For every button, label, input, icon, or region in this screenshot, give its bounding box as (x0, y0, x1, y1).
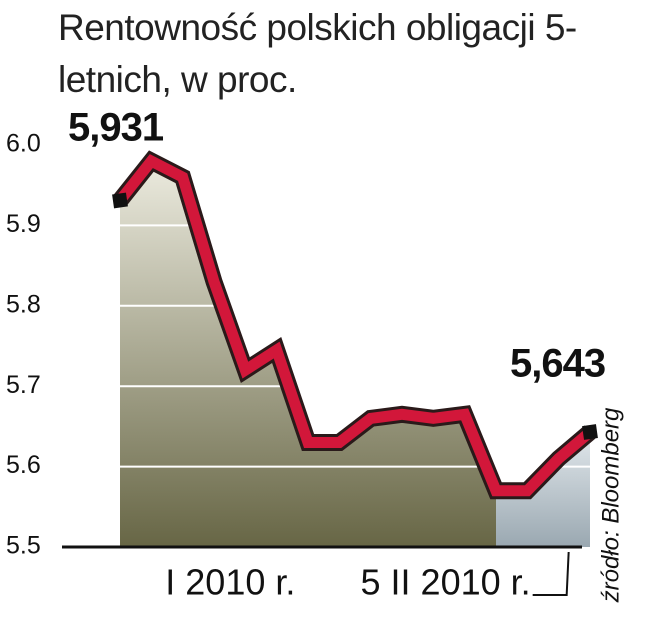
source: źródło: Bloomberg (597, 407, 624, 603)
y-tick-label: 5.7 (6, 371, 41, 399)
y-tick-label: 5.5 (6, 532, 41, 560)
area (120, 161, 496, 547)
marker (582, 424, 598, 440)
value-label: 5,643 (510, 342, 605, 386)
y-tick-label: 5.6 (6, 451, 41, 479)
y-tick-label: 5.9 (6, 210, 41, 238)
chart-title: Rentowność polskich obligacji 5-letnich,… (58, 7, 577, 100)
x-tick-label: I 2010 r. (165, 562, 295, 603)
x-tick-label: 5 II 2010 r. (361, 562, 531, 603)
marker (112, 192, 128, 209)
y-tick-label: 6.0 (6, 130, 41, 158)
line (115, 154, 594, 497)
leader-line (532, 551, 570, 596)
y-tick-label: 5.8 (6, 290, 41, 318)
value-label: 5,931 (68, 106, 164, 150)
